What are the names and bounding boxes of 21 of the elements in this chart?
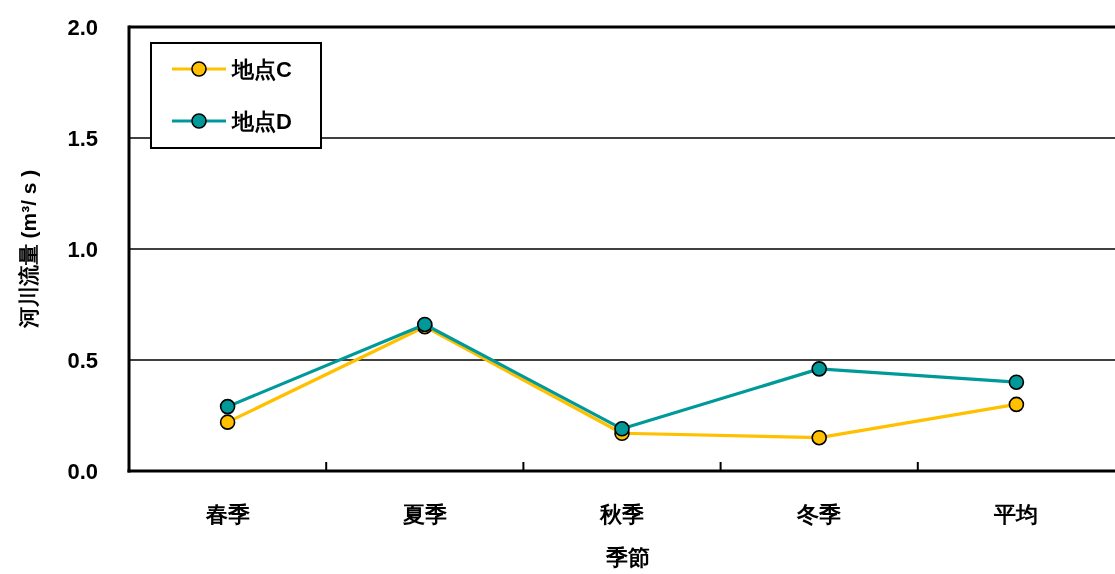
point [811,361,827,377]
x-axis-title: 季節 [605,544,650,570]
y-tick-label: 0.5 [67,347,98,373]
legend-label: 地点C [231,56,292,82]
y-tick-label: 0.0 [67,458,98,484]
x-tick-label: 夏季 [401,501,447,527]
point [219,398,236,415]
x-tick-label: 春季 [204,501,250,527]
point [811,429,827,446]
x-tick-label: 平均 [993,501,1039,527]
legend-label: 地点D [231,108,292,134]
y-axis-title: 河川流量 (m³/ s ) [16,169,40,330]
y-tick-label: 1.0 [67,236,98,262]
point [219,414,236,430]
x-tick-label: 冬季 [796,501,842,527]
point [1008,396,1025,413]
y-tick-label: 1.5 [67,125,98,151]
y-tick-label: 2.0 [67,14,98,40]
point [614,421,630,437]
x-tick-label: 秋季 [599,501,644,527]
point [1008,374,1025,390]
